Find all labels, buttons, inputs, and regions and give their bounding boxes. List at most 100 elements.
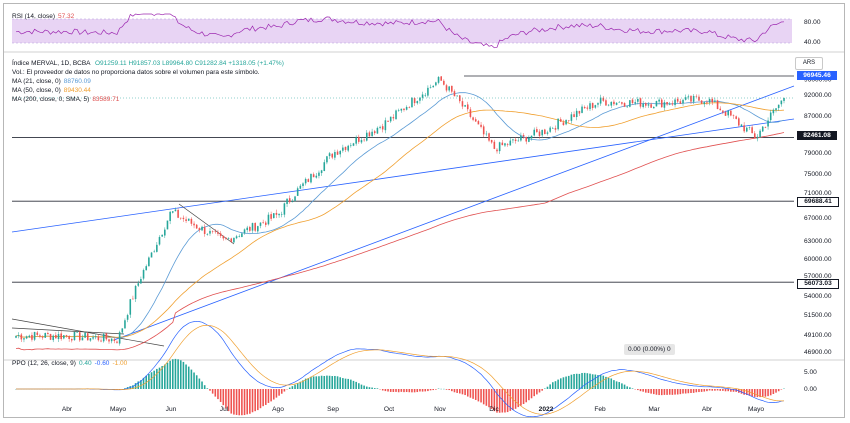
ppo-histogram-bar [171, 359, 174, 389]
candle-body [272, 213, 275, 219]
ppo-histogram-bar [140, 380, 142, 389]
ppo-histogram-bar [413, 389, 416, 393]
ppo-histogram-bar [339, 377, 341, 389]
currency-button[interactable]: ARS [795, 57, 823, 70]
candle-body [331, 153, 334, 158]
ppo-value-1: 0.40 [78, 360, 92, 367]
candle-body [589, 103, 591, 110]
candle-body [156, 244, 158, 252]
ppo-histogram-bar [161, 366, 163, 389]
level-tag-96945: 96945.46 [797, 71, 837, 80]
rsi-line [15, 13, 785, 49]
ppo-histogram-bar [581, 372, 583, 389]
candle-body [262, 222, 264, 223]
trendline-down-2 [11, 327, 125, 335]
ppo-histogram-bar [514, 389, 517, 409]
ppo-histogram-bar [466, 389, 469, 397]
ppo-histogram-bar [708, 389, 711, 391]
ppo-histogram-bar [626, 386, 629, 389]
ppo-histogram-bar [278, 389, 280, 396]
ppo-tick-label: 0.00 [804, 386, 817, 393]
candle-body [153, 251, 155, 253]
ppo-histogram-bar [615, 381, 618, 389]
ppo-histogram-bar [647, 389, 650, 393]
candle-body [137, 283, 140, 286]
candle-body [376, 127, 379, 134]
ppo-histogram-bar [419, 389, 421, 392]
candle-body [528, 137, 530, 142]
ppo-histogram-bar [432, 389, 435, 391]
candle-body [15, 335, 17, 338]
candle-body [464, 105, 466, 107]
ppo-histogram-bar [225, 389, 227, 409]
candle-body [350, 145, 352, 147]
ppo-histogram-bar [756, 389, 759, 398]
ppo-histogram-bar [602, 375, 605, 389]
ppo-histogram-bar [179, 360, 182, 389]
ppo-histogram-bar [262, 389, 264, 407]
ppo-histogram-bar [517, 389, 520, 408]
ppo-histogram-bar [575, 373, 578, 389]
candle-body [581, 106, 583, 113]
ppo-histogram-bar [570, 374, 573, 389]
ppo-histogram-bar [706, 389, 708, 392]
ppo-legend: PPO (12, 26, close, 9) 0.40 -0.60 -1.00 [12, 360, 127, 368]
candle-body [233, 237, 235, 243]
candle-body [557, 118, 559, 130]
candle-body [89, 338, 92, 341]
candle-body [100, 340, 102, 342]
ppo-histogram-bar [291, 386, 294, 389]
ppo-histogram-bar [169, 360, 171, 389]
candle-body [259, 222, 262, 226]
ma21-legend: MA (21, close, 0) 88760.09 [12, 78, 91, 86]
ppo-histogram-bar [448, 389, 450, 391]
ppo-histogram-bar [302, 380, 304, 389]
candle-body [655, 101, 658, 107]
candle-body [668, 103, 671, 105]
candle-body [575, 110, 578, 117]
month-label: Oct [384, 406, 394, 413]
ppo-histogram-bar [219, 389, 222, 402]
chart-frame: 96000.0092000.0087000.0083000.0079000.00… [3, 3, 845, 418]
candle-body [211, 231, 214, 232]
ppo-histogram-bar [767, 389, 769, 397]
ppo-histogram-bar [690, 389, 692, 393]
ppo-histogram-bar [506, 389, 509, 413]
candle-body [698, 96, 700, 101]
candle-body [716, 100, 719, 109]
candle-body [647, 104, 650, 106]
month-label: Ago [272, 406, 284, 413]
candle-body [690, 95, 692, 102]
candle-body [219, 233, 222, 236]
candle-body [206, 234, 209, 235]
ppo-histogram-bar [315, 376, 318, 389]
candle-body [477, 121, 480, 125]
ppo-histogram-bar [164, 364, 166, 389]
ppo-histogram-bar [583, 372, 586, 389]
ppo-histogram-bar [211, 389, 214, 394]
candle-body [108, 339, 110, 342]
ppo-histogram-bar [567, 375, 570, 389]
ppo-histogram-bar [772, 389, 775, 394]
candle-body [629, 100, 631, 107]
candle-body [591, 102, 594, 109]
candle-body [230, 238, 233, 242]
ppo-histogram-bar [185, 364, 187, 389]
candle-body [602, 97, 605, 101]
ppo-histogram-bar [740, 389, 743, 394]
candle-body [44, 332, 47, 338]
price-tick-label: 63000.00 [804, 238, 832, 245]
candle-body [520, 135, 522, 141]
candle-body [291, 201, 294, 203]
ppo-histogram-bar [639, 389, 642, 392]
ppo-histogram-bar [403, 389, 405, 393]
candle-body [326, 156, 328, 163]
candle-body [302, 183, 304, 186]
ppo-histogram-bar [493, 389, 496, 412]
ppo-histogram-bar [594, 374, 597, 389]
candle-body [777, 104, 780, 109]
ppo-histogram-bar [541, 389, 543, 391]
chart-canvas[interactable]: 96000.0092000.0087000.0083000.0079000.00… [4, 4, 844, 417]
ppo-histogram-bar [331, 376, 334, 389]
ppo-histogram-bar [668, 389, 671, 395]
